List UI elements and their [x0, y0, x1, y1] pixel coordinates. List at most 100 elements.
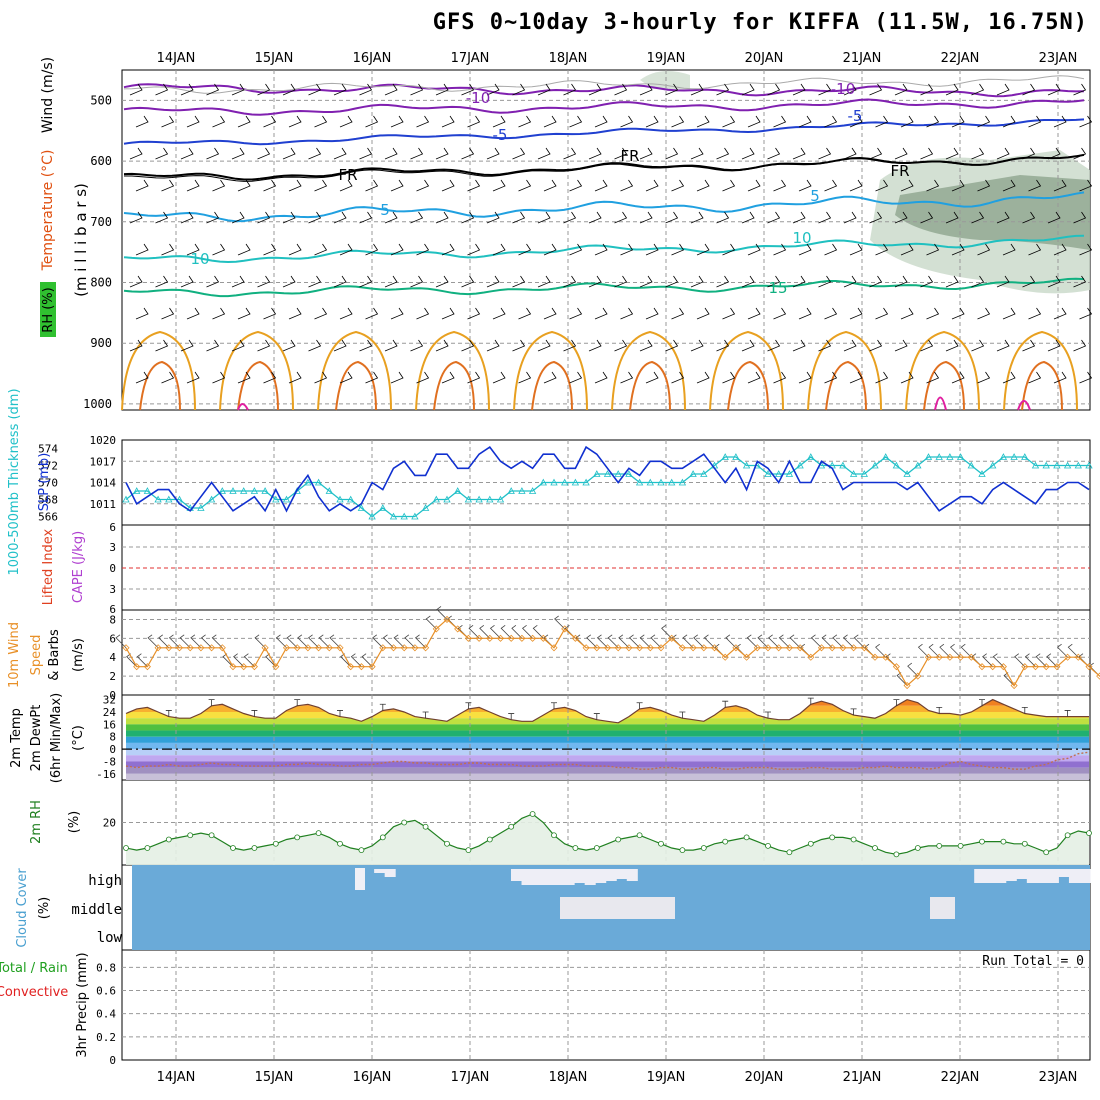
wind-barb — [518, 371, 532, 384]
wind-tick: 4 — [109, 651, 116, 664]
temp-contour-35 — [934, 396, 947, 411]
wind-barb-10m — [928, 643, 940, 658]
rh-point — [401, 819, 408, 826]
wind-barb — [716, 339, 730, 352]
wind-barb — [467, 115, 481, 128]
wind-speed-point — [293, 644, 301, 652]
temp-band — [126, 730, 1089, 737]
wind-barb — [537, 83, 551, 96]
temp-contour-30 — [237, 360, 279, 411]
wind-barb — [824, 371, 838, 384]
wind-barb — [308, 211, 322, 224]
wind-barb — [894, 211, 908, 224]
wind-barb — [620, 243, 634, 256]
thickness-tick: 566 — [38, 511, 58, 524]
wind-barb — [792, 339, 806, 352]
wind-barb — [696, 243, 710, 256]
contour-label: FR — [338, 166, 357, 184]
thickness-point — [614, 470, 622, 477]
wind-barb — [161, 243, 175, 256]
wind-barb — [563, 275, 577, 288]
wind-speed-point — [208, 644, 216, 652]
wind-barb-10m — [200, 634, 212, 649]
thickness-point — [860, 470, 868, 477]
wind-speed-point — [443, 615, 451, 624]
rh-point — [957, 842, 964, 849]
wind-barb — [798, 307, 812, 320]
wind-barb — [410, 147, 424, 160]
temp-minmax-tick — [679, 711, 686, 719]
temp-contour-30 — [139, 360, 181, 411]
wind-barb — [339, 307, 353, 320]
pressure-level-label: 1000 — [83, 397, 112, 411]
rh-point — [123, 845, 129, 851]
temp-contour-35 — [1017, 400, 1031, 411]
temp-line — [125, 698, 1089, 724]
wind-barb — [920, 275, 934, 288]
wind-speed-point — [646, 644, 654, 652]
temp-minmax-tick — [593, 713, 600, 720]
wind-barb — [333, 83, 347, 96]
wind-barb — [212, 307, 226, 320]
wind-barb — [639, 339, 653, 352]
wind-barb — [563, 83, 577, 96]
cloud-gap-high — [542, 869, 554, 885]
wind-barb — [237, 179, 251, 192]
thickness-point — [272, 495, 280, 503]
wind-barb — [486, 147, 500, 160]
temp-contour-35 — [237, 403, 249, 411]
wind-barb — [722, 115, 736, 128]
wind-speed-point — [539, 634, 547, 642]
wind-barb — [824, 179, 838, 192]
rh-point — [1086, 830, 1092, 837]
wind-barb — [365, 115, 379, 128]
wind-barb — [1028, 243, 1042, 256]
wind-barb — [263, 307, 277, 320]
wind-barb — [614, 83, 628, 96]
wind-barb — [849, 179, 863, 192]
wind-barb — [741, 211, 755, 224]
wind-barb — [971, 147, 985, 160]
cape-tick: 6 — [109, 521, 116, 534]
wind-barb-10m — [789, 634, 801, 649]
wind-barb — [314, 179, 328, 192]
temp-minmax-tick — [850, 708, 857, 716]
rh-point — [679, 847, 686, 854]
wind-barb — [365, 243, 379, 256]
wind-barb — [155, 147, 169, 160]
wind-barb — [926, 307, 940, 320]
wind-barb — [180, 83, 194, 96]
cloud-gap-high — [374, 869, 386, 873]
rh-point — [165, 836, 172, 843]
rh2m-axis-label: 2m RH — [29, 800, 44, 844]
wind-speed-point — [796, 644, 804, 652]
temp-contour-30 — [825, 360, 867, 411]
dewpoint-line — [125, 751, 1090, 770]
wind-barb-10m — [853, 634, 865, 649]
wind-barb-10m — [939, 643, 951, 658]
rh-point — [444, 840, 450, 847]
wind-speed-point — [122, 644, 130, 652]
wind-barb — [359, 211, 373, 224]
thickness-tick: 574 — [38, 443, 58, 456]
chart-title: GFS 0~10day 3-hourly for KIFFA (11.5W, 1… — [432, 10, 1088, 35]
wind-barb-10m — [1046, 653, 1058, 667]
wind-speed-point — [518, 634, 526, 642]
wind-speed-point — [1031, 663, 1040, 671]
wind-barb — [186, 243, 200, 256]
wind-barb — [977, 307, 991, 320]
wind-barb — [1079, 179, 1093, 192]
wind-barb — [161, 179, 175, 192]
wind-barb — [741, 275, 755, 288]
temp-tick: 0 — [109, 743, 116, 756]
temp-minmax-tick — [807, 697, 814, 705]
wind-barb — [665, 339, 679, 352]
wind-barb — [359, 83, 373, 96]
temp-minmax-tick — [337, 710, 343, 717]
wind-barb — [614, 147, 628, 160]
contour-label: 15 — [768, 279, 787, 297]
thickness-point — [1042, 461, 1050, 469]
wind-speed-point — [860, 644, 868, 652]
temp-contour-30 — [433, 360, 475, 411]
rh-point — [272, 840, 279, 847]
